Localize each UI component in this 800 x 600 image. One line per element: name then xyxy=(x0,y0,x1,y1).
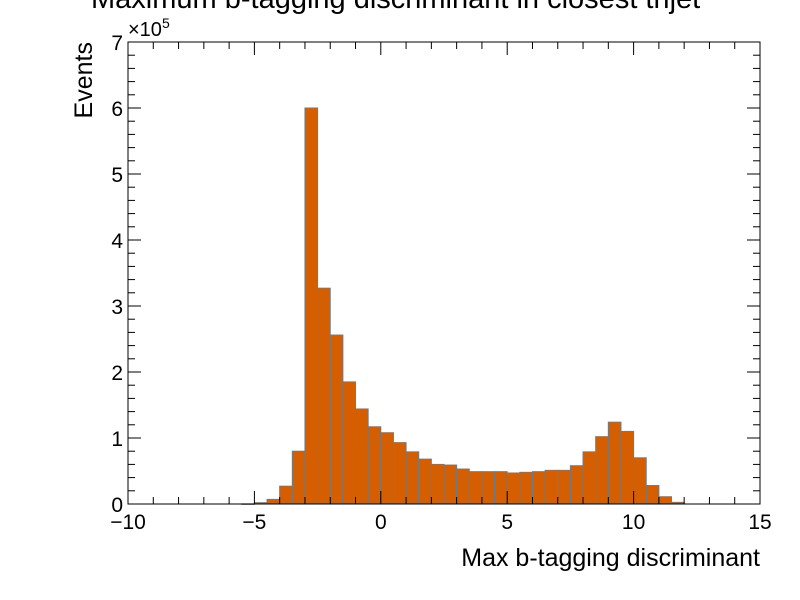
histogram-bar xyxy=(367,426,382,505)
histogram-bar xyxy=(317,287,331,505)
y-tick-label: 0 xyxy=(111,494,123,517)
y-tick-label: 7 xyxy=(111,32,123,55)
y-tick-label: 2 xyxy=(111,362,123,385)
histogram-bar xyxy=(392,442,407,505)
histogram-bar xyxy=(607,421,622,505)
histogram-bar xyxy=(544,469,559,505)
x-axis-label: Max b-tagging discriminant xyxy=(461,544,760,572)
y-tick-label: 5 xyxy=(111,164,123,187)
y-tick-label: 1 xyxy=(111,428,123,451)
histogram-bar xyxy=(405,451,420,505)
histogram-bar xyxy=(519,471,533,505)
y-tick-labels: 0 1 2 3 4 5 6 7 xyxy=(111,32,123,517)
histogram-bar xyxy=(355,408,369,505)
histogram-bar xyxy=(443,464,458,505)
histogram-bars xyxy=(241,107,685,505)
histogram-bar xyxy=(329,334,344,505)
x-tick-label: 15 xyxy=(748,511,771,534)
x-tick-label: −5 xyxy=(242,511,266,534)
histogram-bar xyxy=(557,469,571,505)
histogram-bar xyxy=(291,450,306,505)
histogram-bar xyxy=(304,107,319,505)
histogram-bar xyxy=(418,458,432,505)
histogram-bar xyxy=(468,471,483,505)
histogram-bar xyxy=(658,496,673,505)
histogram-bar xyxy=(456,468,470,505)
histogram-bar xyxy=(582,451,597,505)
histogram-bar xyxy=(645,485,660,505)
y-multiplier-base: ×10 xyxy=(128,19,162,41)
histogram-bar xyxy=(494,471,508,505)
y-tick-label: 4 xyxy=(111,230,123,253)
y-tick-label: 6 xyxy=(111,98,123,121)
histogram-bar xyxy=(620,430,635,505)
histogram-bar xyxy=(430,463,445,505)
histogram-bar xyxy=(531,471,546,505)
x-tick-labels: −10 −5 0 5 10 15 xyxy=(110,511,771,534)
y-axis-multiplier: ×105 xyxy=(128,15,170,41)
histogram-bar xyxy=(342,381,357,505)
histogram-bar xyxy=(481,471,496,505)
histogram-bar xyxy=(279,485,293,505)
plot-frame xyxy=(127,41,761,505)
histogram-bar xyxy=(506,472,521,505)
histogram-bar xyxy=(595,436,609,505)
x-tick-label: −10 xyxy=(110,511,146,534)
histogram-bar xyxy=(633,457,647,505)
histogram-bar xyxy=(266,498,281,505)
y-multiplier-exponent: 5 xyxy=(162,15,170,31)
y-axis-label: Events xyxy=(70,42,98,118)
axis-ticks xyxy=(127,41,761,505)
x-tick-label: 5 xyxy=(501,511,513,534)
y-tick-label: 3 xyxy=(111,296,123,319)
x-tick-label: 0 xyxy=(375,511,387,534)
histogram-bar xyxy=(569,465,584,505)
chart-title: Maximum b-tagging discriminant in closes… xyxy=(91,0,700,15)
histogram-bar xyxy=(380,432,394,505)
x-tick-label: 10 xyxy=(622,511,645,534)
